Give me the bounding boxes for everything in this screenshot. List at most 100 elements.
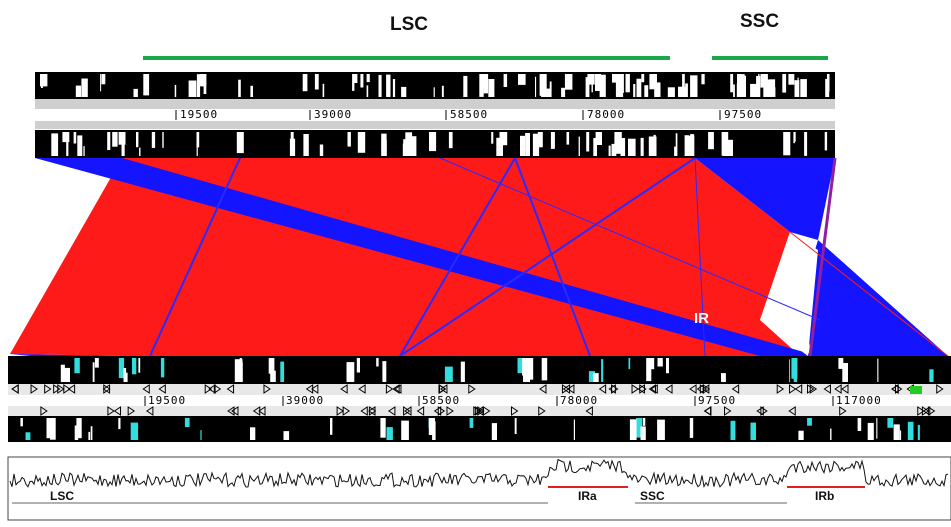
feature-mark: [143, 74, 150, 96]
feature-mark: [636, 418, 643, 438]
feature-mark: [756, 76, 761, 97]
gene-arrow: [794, 384, 803, 394]
gene-arrow: [252, 406, 261, 416]
feature-mark: [599, 74, 606, 97]
feature-mark: [800, 79, 807, 97]
bottom-feature-track-lower: [8, 416, 951, 442]
feature-mark: [646, 358, 652, 382]
feature-mark: [381, 133, 387, 156]
feature-mark: [376, 358, 379, 367]
feature-mark: [640, 137, 644, 156]
feature-mark: [857, 418, 862, 431]
bottom-gene-arrows-band: [8, 384, 951, 395]
feature-mark: [283, 431, 290, 440]
gene-arrow: [650, 384, 658, 394]
feature-mark: [708, 132, 714, 150]
feature-mark: [620, 138, 626, 156]
gene-arrow: [917, 406, 925, 416]
feature-mark: [763, 79, 770, 97]
bottom-ruler-ticks: [144, 396, 834, 406]
gc-irb-label: IRb: [815, 489, 835, 503]
feature-mark: [525, 133, 530, 156]
gene-arrow: [776, 384, 785, 394]
feature-mark: [200, 430, 202, 440]
gene-arrow: [468, 384, 476, 394]
feature-mark: [386, 427, 393, 440]
feature-mark: [268, 358, 275, 374]
feature-mark: [614, 132, 622, 154]
feature-mark: [523, 359, 530, 382]
feature-mark: [733, 84, 735, 97]
feature-mark: [593, 373, 599, 382]
top-ruler-ticks: [175, 110, 721, 120]
top-ruler-band: [35, 99, 835, 109]
gene-arrow: [394, 384, 402, 394]
feature-mark: [366, 85, 369, 97]
bottom-tick-label-5: 97500: [698, 394, 737, 407]
feature-mark: [88, 431, 91, 440]
feature-mark: [356, 358, 360, 373]
bottom-tick-label-1: 19500: [148, 394, 187, 407]
gene-arrow: [258, 406, 266, 416]
feature-mark: [136, 132, 139, 148]
feature-mark: [595, 132, 602, 145]
feature-mark: [73, 132, 77, 144]
gene-arrow: [208, 384, 216, 394]
gene-arrow: [437, 406, 446, 416]
feature-mark: [541, 358, 548, 381]
feature-mark: [433, 87, 435, 97]
gene-arrow: [57, 384, 65, 394]
feature-mark: [611, 143, 617, 156]
feature-mark: [386, 74, 391, 97]
gene-arrow: [611, 384, 619, 394]
bottom-ruler-bg: [8, 395, 951, 406]
feature-mark: [628, 358, 631, 370]
feature-mark: [429, 132, 437, 152]
top-tick-label-2: 39000: [314, 108, 353, 121]
feature-mark: [566, 132, 570, 145]
feature-mark: [360, 74, 364, 88]
top-tick-label-4: 78000: [587, 108, 626, 121]
feature-mark: [401, 86, 407, 97]
gene-arrow: [789, 384, 797, 394]
feature-mark: [612, 74, 620, 83]
feature-mark: [382, 361, 387, 382]
unaligned-white-region: [760, 232, 818, 356]
gene-arrow: [113, 406, 122, 416]
ssc-label: SSC: [740, 11, 780, 32]
bottom-tick-label-6: 117000: [836, 394, 882, 407]
gene-arrow: [841, 384, 849, 394]
feature-mark: [270, 370, 276, 382]
feature-mark: [518, 74, 526, 85]
gene-arrow: [305, 384, 314, 394]
gene-arrow: [358, 384, 366, 394]
gc-lsc-label: LSC: [50, 489, 74, 503]
gene-arrow: [701, 384, 710, 394]
feature-mark: [561, 87, 566, 97]
feature-mark: [448, 132, 453, 149]
feature-mark: [794, 132, 796, 142]
feature-mark: [138, 358, 141, 373]
feature-mark: [654, 82, 661, 97]
feature-mark: [537, 132, 543, 148]
feature-mark: [657, 358, 663, 367]
gene-arrow: [510, 406, 519, 416]
feature-mark: [917, 424, 920, 440]
feature-mark: [629, 419, 637, 440]
feature-mark: [549, 81, 552, 97]
feature-mark: [103, 74, 106, 84]
gc-ssc-label: SSC: [640, 489, 665, 503]
feature-mark: [90, 426, 93, 440]
feature-mark: [684, 135, 689, 156]
feature-mark: [794, 80, 800, 97]
feature-mark: [46, 418, 54, 439]
gene-arrow: [921, 406, 930, 416]
gene-arrow: [368, 406, 376, 416]
feature-mark: [867, 422, 874, 440]
feature-mark: [196, 132, 200, 148]
gene-arrow: [360, 406, 368, 416]
gene-arrow: [561, 384, 570, 394]
feature-mark: [20, 418, 23, 427]
feature-mark: [130, 422, 139, 440]
